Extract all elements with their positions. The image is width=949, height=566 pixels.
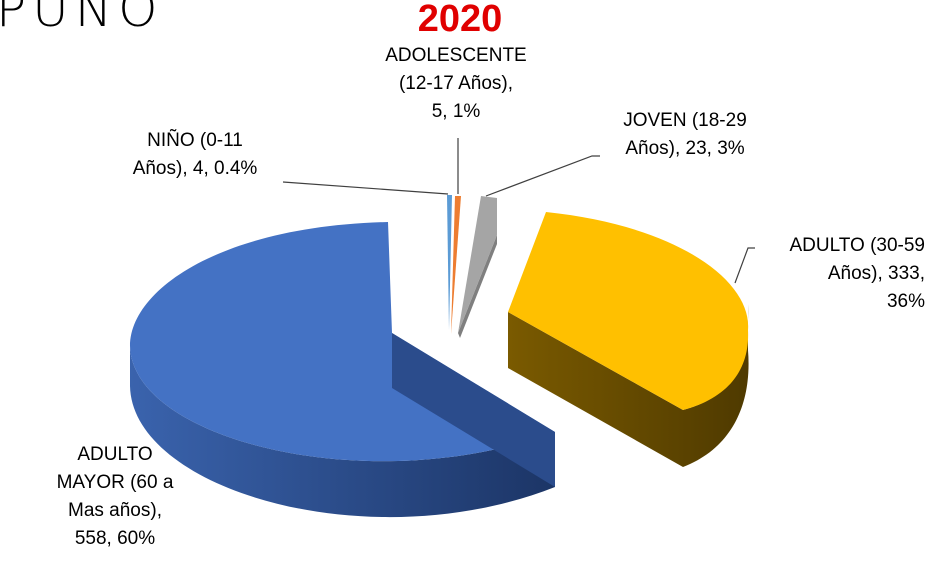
label-line: ADULTO	[77, 444, 153, 465]
slice-adulto-mayor-cut	[392, 333, 555, 487]
label-line: ADULTO (30-59	[789, 235, 925, 256]
label-line: 558, 60%	[74, 528, 156, 549]
label-line: ADOLESCENTE	[385, 45, 527, 66]
data-label-joven: JOVEN (18-29 Años), 23, 3%	[590, 107, 780, 163]
slice-adulto-mayor-side	[130, 346, 555, 518]
label-line: NIÑO (0-11	[147, 130, 243, 151]
label-line: MAYOR (60 a	[56, 472, 174, 493]
label-line: JOVEN (18-29	[623, 110, 747, 131]
leader-line-adulto	[734, 247, 755, 284]
label-line: Años), 4, 0.4%	[132, 158, 258, 179]
leader-line-nino	[282, 181, 449, 195]
label-line: (12-17 Años),	[398, 73, 514, 94]
data-label-nino: NIÑO (0-11 Años), 4, 0.4%	[100, 127, 290, 183]
label-line: 36%	[886, 291, 925, 312]
slice-adulto-top	[508, 212, 749, 410]
data-label-adulto: ADULTO (30-59 Años), 333, 36%	[745, 232, 925, 316]
data-label-adulto-mayor: ADULTO MAYOR (60 a Mas años), 558, 60%	[40, 441, 190, 553]
slice-adolescente	[451, 196, 461, 334]
label-line: Años), 333,	[827, 263, 925, 284]
label-line: Mas años),	[68, 500, 162, 521]
slice-joven-side	[458, 235, 497, 338]
slice-joven-top	[458, 196, 497, 333]
data-label-adolescente: ADOLESCENTE (12-17 Años), 5, 1%	[356, 42, 556, 126]
leader-line-joven	[485, 155, 600, 197]
slice-nino	[447, 195, 452, 330]
slice-adulto-mayor	[130, 222, 555, 518]
label-line: 5, 1%	[431, 101, 481, 122]
slice-adolescente-top	[451, 196, 461, 334]
slice-adulto	[508, 212, 749, 467]
slice-adulto-side	[508, 304, 749, 467]
chart-title: 2020	[417, 0, 503, 40]
slice-nino-top	[447, 195, 452, 330]
label-line: Años), 23, 3%	[625, 138, 745, 159]
page-title: PUNO	[0, 0, 164, 38]
slice-joven	[458, 196, 497, 338]
